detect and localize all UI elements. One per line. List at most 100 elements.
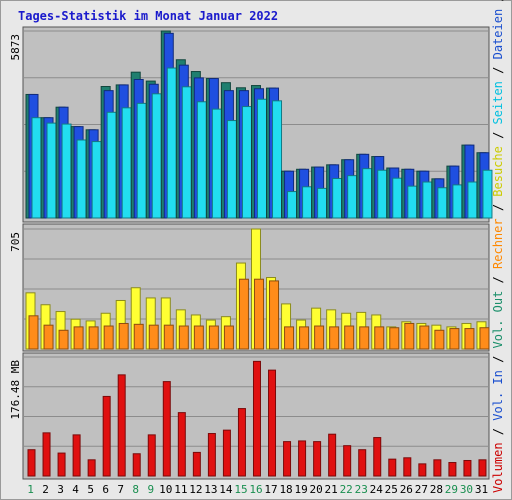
x-tick-label-day-3: 3	[57, 483, 64, 496]
bar-rechner-day-5	[88, 326, 99, 350]
bar-seiten-day-26	[407, 185, 418, 219]
legend-separator: /	[491, 0, 505, 9]
bar-seiten-day-27	[422, 181, 433, 219]
bar-volumen-day-27	[418, 463, 427, 477]
bar-seiten-day-4	[76, 139, 87, 219]
bar-rechner-day-31	[479, 327, 490, 350]
x-tick-label-day-6: 6	[102, 483, 109, 496]
bar-volumen-day-7	[117, 374, 126, 477]
legend-separator: /	[491, 124, 505, 146]
bar-volumen-day-16	[252, 360, 261, 477]
bar-rechner-day-6	[103, 325, 114, 350]
x-tick-label-day-23: 23	[355, 483, 368, 496]
bar-volumen-day-4	[72, 434, 81, 477]
bar-seiten-day-20	[317, 187, 328, 219]
bar-seiten-day-24	[377, 169, 388, 219]
legend-item-volumen: Volumen	[491, 442, 505, 493]
bar-seiten-day-6	[106, 111, 117, 219]
bar-rechner-day-21	[329, 326, 340, 350]
bar-volumen-day-10	[162, 381, 171, 477]
bar-volumen-day-29	[448, 462, 457, 477]
bar-rechner-day-28	[434, 329, 445, 350]
bar-seiten-day-8	[136, 102, 147, 219]
bar-seiten-day-11	[181, 86, 192, 219]
bar-volumen-day-8	[132, 453, 141, 477]
x-tick-label-day-2: 2	[42, 483, 49, 496]
bar-rechner-day-29	[449, 328, 460, 350]
bar-seiten-day-19	[302, 186, 313, 219]
bar-seiten-day-7	[121, 107, 132, 219]
bar-seiten-day-22	[347, 175, 358, 219]
bar-rechner-day-7	[118, 322, 129, 350]
bar-rechner-day-30	[464, 328, 475, 350]
bar-volumen-day-14	[222, 429, 231, 477]
bar-volumen-day-24	[373, 437, 382, 477]
bar-seiten-day-23	[362, 168, 373, 219]
x-tick-label-day-20: 20	[310, 483, 323, 496]
bar-volumen-day-20	[313, 441, 322, 477]
x-tick-label-day-11: 11	[174, 483, 187, 496]
bar-volumen-day-6	[102, 395, 111, 477]
bar-rechner-day-8	[133, 323, 144, 350]
right-legend: Volumen / Vol. In / Vol. Out / Rechner /…	[491, 0, 505, 493]
bar-volumen-day-19	[298, 440, 307, 477]
bar-volumen-day-17	[268, 369, 277, 477]
bar-rechner-day-22	[344, 325, 355, 350]
legend-separator: /	[491, 59, 505, 81]
bar-seiten-day-31	[482, 169, 493, 219]
legend-item-seiten: Seiten	[491, 81, 505, 124]
x-tick-label-day-1: 1	[27, 483, 34, 496]
bar-rechner-day-17	[269, 280, 280, 350]
bar-rechner-day-25	[389, 327, 400, 350]
bar-rechner-day-2	[43, 324, 54, 350]
x-tick-label-day-18: 18	[279, 483, 292, 496]
chart-panels: 5873 705 176.48 MB	[9, 26, 493, 480]
x-axis-day-labels: 1 2 3 4 5 6 7 8 9 10 11 12 13 14 15 16 17 18 19 20 21 22 23 24 2…	[27, 483, 488, 496]
x-tick-label-day-8: 8	[132, 483, 139, 496]
bar-volumen-day-3	[57, 452, 66, 477]
bar-rechner-day-14	[223, 325, 234, 350]
bar-volumen-day-25	[388, 458, 397, 477]
bar-volumen-day-2	[42, 432, 51, 477]
legend-separator: /	[491, 197, 505, 219]
bar-rechner-day-13	[208, 325, 219, 350]
legend-item-rechner: Rechner	[491, 218, 505, 269]
bar-rechner-day-23	[359, 326, 370, 350]
y-max-label-top: 5873	[9, 34, 22, 61]
bar-rechner-day-16	[253, 278, 264, 350]
x-tick-label-day-28: 28	[430, 483, 443, 496]
bar-rechner-day-18	[284, 326, 295, 350]
x-tick-label-day-15: 15	[234, 483, 247, 496]
bar-seiten-day-17	[272, 100, 283, 219]
x-tick-label-day-19: 19	[294, 483, 307, 496]
bar-seiten-day-14	[226, 120, 237, 219]
panel-middle: 705	[9, 223, 490, 352]
bar-rechner-day-19	[299, 326, 310, 350]
bar-rechner-day-9	[148, 324, 159, 350]
legend-item-besuche: Besuche	[491, 146, 505, 197]
bar-volumen-day-26	[403, 457, 412, 477]
bar-seiten-day-13	[211, 108, 222, 219]
legend-separator: /	[491, 421, 505, 443]
legend-item-vol-in: Vol. In	[491, 370, 505, 421]
bar-seiten-day-1	[31, 117, 42, 219]
bar-seiten-day-9	[151, 93, 162, 219]
bar-rechner-day-12	[193, 325, 204, 350]
legend-separator: /	[491, 269, 505, 291]
x-tick-label-day-14: 14	[219, 483, 233, 496]
bar-rechner-day-1	[28, 315, 39, 350]
bar-seiten-day-2	[46, 122, 57, 219]
bar-volumen-day-21	[328, 433, 337, 477]
chart-title: Tages-Statistik im Monat Januar 2022	[18, 9, 278, 23]
bar-seiten-day-21	[332, 178, 343, 219]
bar-rechner-day-27	[419, 325, 430, 350]
y-max-label-middle: 705	[9, 232, 22, 252]
x-tick-label-day-5: 5	[87, 483, 94, 496]
x-tick-label-day-25: 25	[385, 483, 398, 496]
x-tick-label-day-31: 31	[475, 483, 488, 496]
bar-seiten-day-3	[61, 123, 72, 219]
bar-volumen-day-11	[177, 412, 186, 477]
x-tick-label-day-26: 26	[400, 483, 413, 496]
bar-volumen-day-30	[463, 459, 472, 477]
